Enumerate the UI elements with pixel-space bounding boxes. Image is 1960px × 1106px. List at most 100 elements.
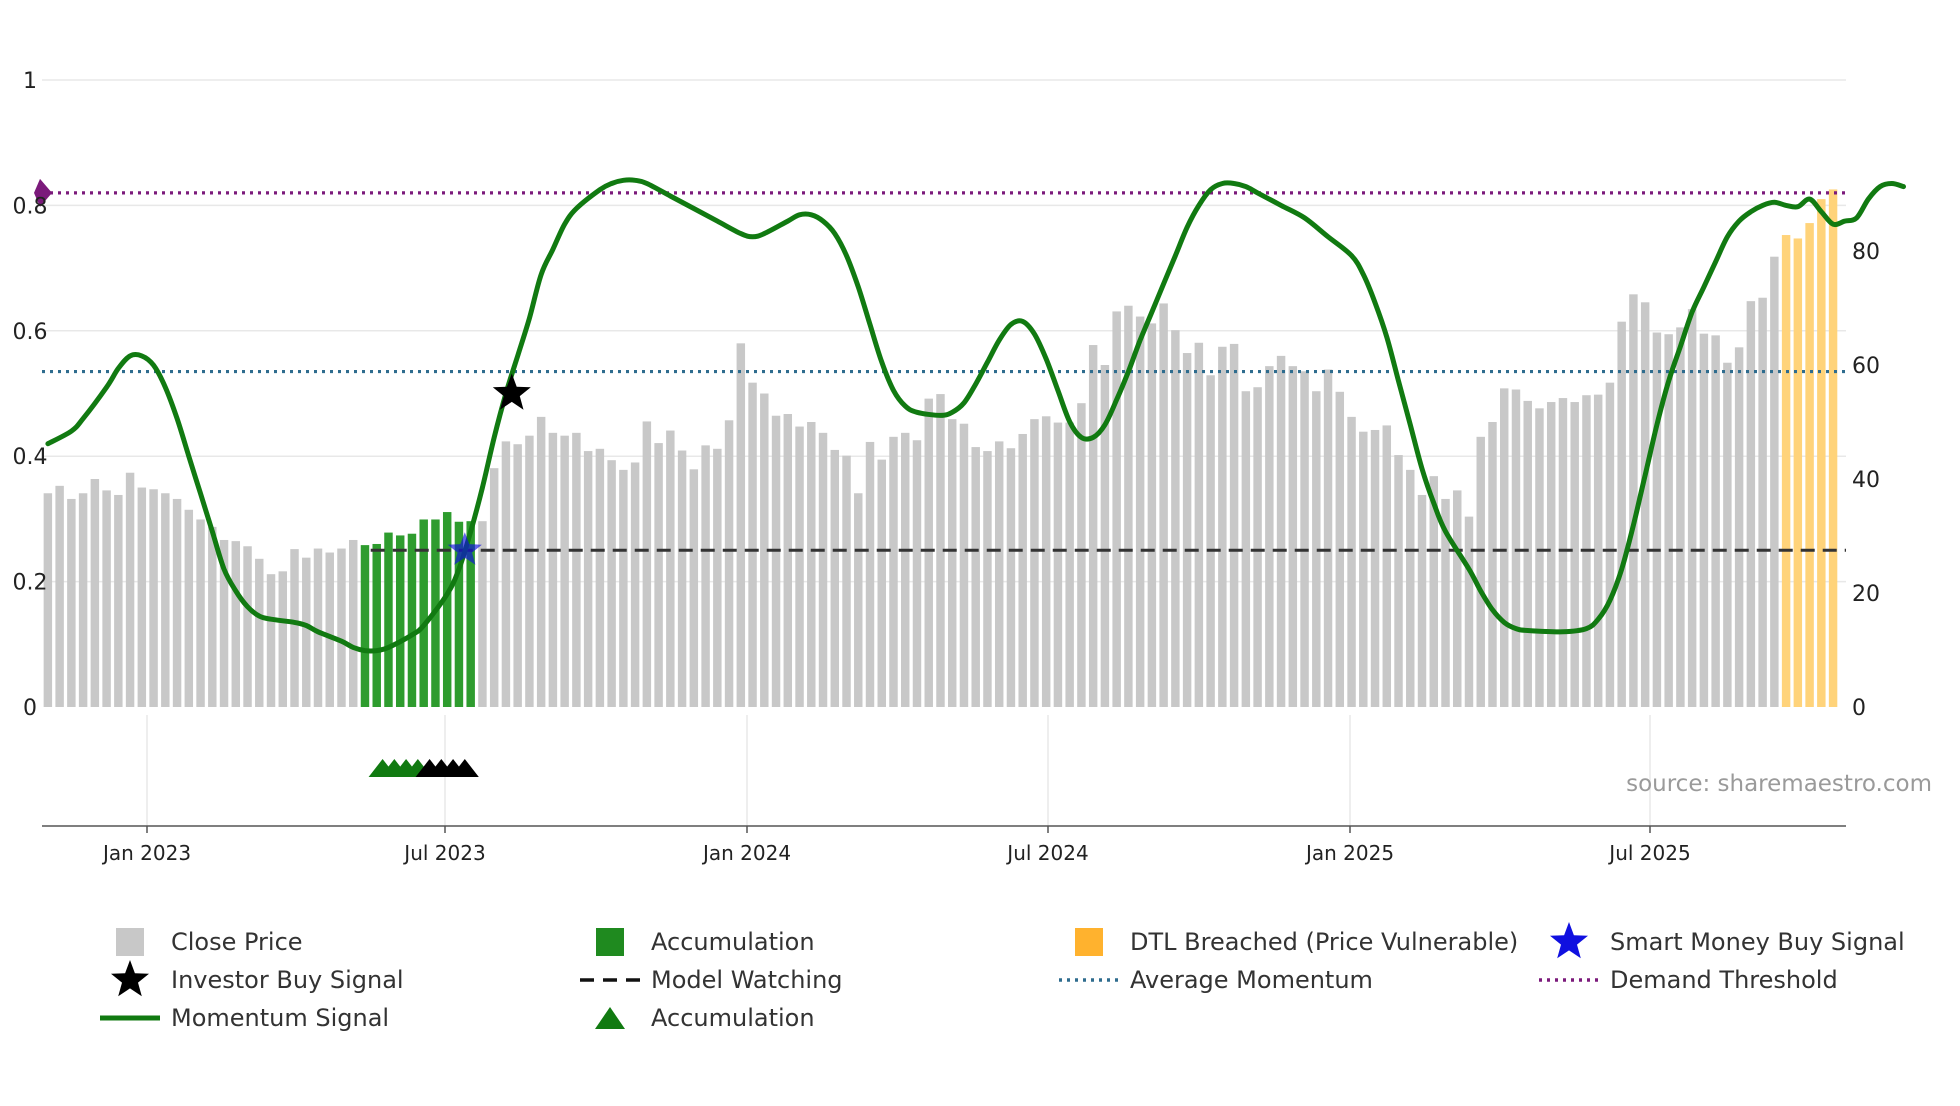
close-price-bar — [43, 493, 53, 707]
close-price-bar — [1406, 469, 1415, 707]
right-tick-label: 0 — [1852, 696, 1866, 721]
close-price-bar — [1006, 448, 1016, 707]
dtl-breached-bar — [1828, 189, 1838, 707]
close-price-bar — [889, 436, 898, 707]
legend-label-watch: Model Watching — [651, 966, 843, 994]
close-price-bar — [1617, 321, 1626, 707]
left-tick-label: 0.2 — [13, 571, 48, 596]
close-price-bar — [55, 485, 64, 707]
x-tick-label: Jan 2023 — [101, 841, 191, 865]
legend-label-close: Close Price — [171, 928, 303, 956]
bars-layer — [43, 189, 1838, 708]
close-price-bar — [1570, 402, 1579, 707]
close-price-bar — [1676, 327, 1685, 707]
accumulation-bar — [407, 533, 417, 707]
close-price-bar — [1276, 355, 1286, 707]
x-tick-label: Jul 2025 — [1607, 841, 1690, 865]
close-price-bar — [595, 448, 605, 707]
close-price-bar — [795, 426, 804, 707]
close-price-bar — [677, 450, 687, 707]
close-price-bar — [1206, 375, 1215, 707]
close-price-bar — [901, 432, 910, 707]
close-price-bar — [255, 558, 264, 707]
axis-layer: 0 0.2 0.4 0.6 0.8 1 0 20 40 60 80 Jan 2023 Jul 2023 J… — [13, 69, 1881, 865]
close-price-bar — [1265, 366, 1274, 707]
close-price-bar — [1629, 294, 1638, 707]
close-price-bar — [349, 539, 358, 707]
close-price-bar — [1605, 382, 1615, 707]
smart-money-buy-star — [447, 532, 482, 565]
close-price-bar — [630, 462, 640, 707]
close-price-bar — [1464, 516, 1474, 707]
close-price-bar — [114, 494, 123, 707]
close-price-bar — [337, 548, 346, 707]
close-price-bar — [1441, 498, 1450, 707]
close-price-bar — [489, 468, 499, 707]
dtl-breached-bar — [1817, 199, 1826, 707]
close-price-bar — [736, 343, 746, 707]
close-price-bar — [748, 382, 757, 707]
close-price-bar — [1723, 362, 1732, 707]
close-price-bar — [560, 435, 569, 707]
close-price-bar — [830, 449, 840, 707]
close-price-bar — [1018, 433, 1027, 707]
dtl-breached-bar — [1781, 235, 1791, 708]
close-price-bar — [1711, 335, 1720, 707]
close-price-bar — [1417, 494, 1427, 707]
close-price-bar — [1241, 391, 1251, 707]
close-price-bar — [666, 430, 675, 707]
close-price-bar — [619, 469, 628, 707]
accumulation-bar — [419, 519, 428, 707]
close-price-bar — [1699, 333, 1709, 707]
close-price-bar — [1218, 346, 1227, 707]
close-price-bar — [1770, 256, 1779, 707]
close-price-bar — [184, 509, 194, 707]
close-price-bar — [818, 432, 828, 707]
dtl-breached-bar — [1793, 238, 1803, 707]
close-price-bar — [1323, 369, 1333, 707]
close-price-bar — [1300, 371, 1309, 707]
close-price-bar — [947, 419, 957, 707]
close-price-bar — [983, 451, 992, 707]
accumulation-bar — [360, 545, 370, 707]
close-price-bar — [1382, 425, 1392, 707]
close-price-bar — [1030, 419, 1039, 707]
close-price-bar — [689, 469, 699, 707]
lines-layer — [34, 177, 1906, 654]
close-price-bar — [1511, 389, 1521, 707]
close-price-bar — [1370, 429, 1380, 707]
grid-layer — [42, 79, 1846, 826]
legend-investor-star — [111, 960, 149, 997]
close-price-bar — [583, 451, 593, 707]
close-price-bar — [67, 498, 76, 707]
right-tick-label: 40 — [1852, 468, 1880, 493]
close-price-bar — [1359, 431, 1368, 707]
close-price-bar — [807, 422, 816, 707]
legend-accumulation-triangle — [595, 1007, 625, 1029]
right-tick-label: 60 — [1852, 354, 1880, 379]
close-price-bar — [1159, 303, 1168, 707]
close-price-bar — [1347, 416, 1356, 707]
accumulation-bar — [454, 521, 464, 707]
close-price-bar — [1734, 347, 1744, 707]
close-price-bar — [854, 493, 863, 707]
close-price-bar — [1499, 388, 1509, 707]
investor-buy-star — [492, 373, 531, 410]
close-price-bar — [1253, 387, 1262, 707]
close-price-bar — [1640, 302, 1650, 707]
close-price-bar — [243, 546, 252, 707]
legend-dtl-swatch — [1075, 928, 1103, 956]
close-price-bar — [1558, 398, 1568, 707]
close-price-bar — [525, 435, 534, 707]
close-price-bar — [865, 441, 875, 707]
legend-label-investor: Investor Buy Signal — [171, 966, 404, 994]
close-price-bar — [90, 479, 100, 707]
close-price-bar — [1147, 323, 1157, 707]
close-price-bar — [548, 432, 558, 707]
momentum-signal-line — [45, 177, 1906, 654]
close-price-bar — [783, 414, 793, 707]
left-tick-label: 0.8 — [13, 194, 48, 219]
close-price-bar — [971, 447, 980, 707]
